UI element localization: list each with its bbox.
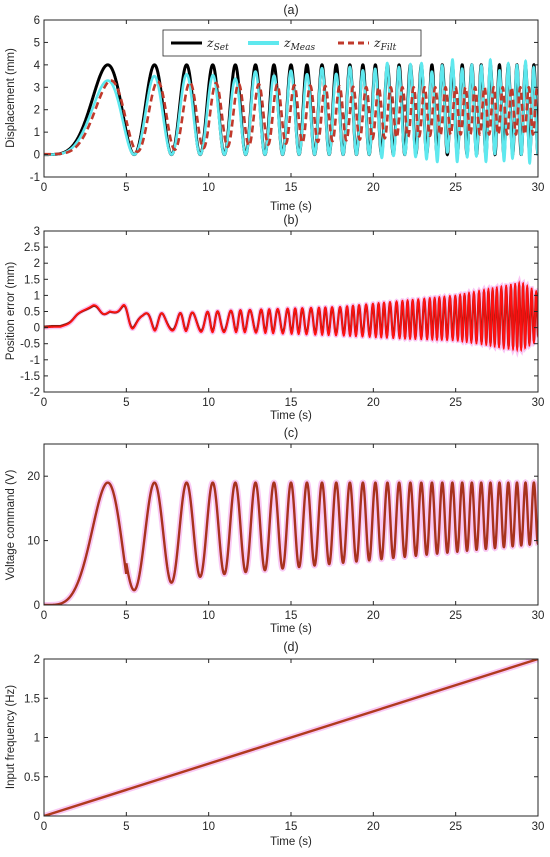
x-tick-label: 10 xyxy=(202,182,215,194)
panel-b: (b) 0 5 10 15 20 25 30 -2 -1.5 -1 -0.5 0 0.5 1 1.5 2 2.5… xyxy=(5,213,544,422)
panel-c-ticks: 0 5 10 15 20 25 30 0 10 20 xyxy=(27,444,544,622)
panel-c-plot xyxy=(44,478,538,605)
y-tick-label: 10 xyxy=(27,536,40,548)
panel-d-title: (d) xyxy=(283,640,298,654)
panel-c-ylabel: Voltage command (V) xyxy=(5,470,17,581)
y-tick-label: 0 xyxy=(34,811,40,823)
x-tick-label: 5 xyxy=(123,821,129,833)
x-tick-label: 25 xyxy=(449,821,462,833)
y-tick-label: 1 xyxy=(34,127,40,139)
x-tick-label: 5 xyxy=(123,610,129,622)
panel-a-xlabel: Time (s) xyxy=(270,201,312,213)
y-tick-label: -1.5 xyxy=(20,371,40,383)
y-tick-label: 0 xyxy=(34,150,40,162)
y-tick-label: 2.5 xyxy=(24,242,40,254)
x-tick-label: 10 xyxy=(202,821,215,833)
panel-d: (d) 0 5 10 15 20 25 30 0 0.5 1 1.5 2 Time (s) Input… xyxy=(5,640,544,848)
y-tick-label: 3 xyxy=(34,226,40,238)
x-tick-label: 30 xyxy=(532,397,545,409)
legend-label-filt: zFilt xyxy=(373,35,397,53)
panel-d-ticks: 0 5 10 15 20 25 30 0 0.5 1 1.5 2 xyxy=(24,654,544,833)
x-tick-label: 15 xyxy=(285,397,298,409)
panel-a-plot xyxy=(44,57,538,166)
panel-c-title: (c) xyxy=(284,426,299,440)
legend-label-meas-sub: Meas xyxy=(290,43,316,53)
series-z-filt xyxy=(44,79,538,156)
x-tick-label: 0 xyxy=(41,610,47,622)
legend: zSet zMeas zFilt xyxy=(162,29,422,57)
x-tick-label: 30 xyxy=(532,610,545,622)
legend-label-filt-sub: Filt xyxy=(380,43,397,53)
legend-label-set-sub: Set xyxy=(214,43,229,53)
legend-label-set-base: z xyxy=(206,35,214,50)
legend-box xyxy=(162,29,422,57)
panel-d-xlabel: Time (s) xyxy=(270,836,312,848)
y-tick-label: 1 xyxy=(34,290,40,302)
y-tick-label: -1 xyxy=(30,355,40,367)
y-tick-label: -2 xyxy=(30,387,40,399)
y-tick-label: 0 xyxy=(34,323,40,335)
series-input-frequency xyxy=(44,659,538,816)
panel-d-ylabel: Input frequency (Hz) xyxy=(5,685,17,789)
y-tick-label: 2 xyxy=(34,258,40,270)
panel-c: (c) 0 5 10 15 20 25 30 0 10 20 Time (s) Voltage c… xyxy=(5,426,544,635)
y-tick-label: 0 xyxy=(34,600,40,612)
y-tick-label: 1 xyxy=(34,733,40,745)
x-tick-label: 20 xyxy=(367,182,380,194)
y-tick-label: 20 xyxy=(27,471,40,483)
series-position-error xyxy=(44,280,538,353)
y-tick-label: 5 xyxy=(34,37,40,49)
y-tick-label: 3 xyxy=(34,82,40,94)
x-tick-label: 30 xyxy=(532,182,545,194)
panel-a-title: (a) xyxy=(283,3,298,17)
x-tick-label: 10 xyxy=(202,397,215,409)
series-voltage-command xyxy=(44,481,538,605)
x-tick-label: 5 xyxy=(123,397,129,409)
x-tick-label: 5 xyxy=(123,182,129,194)
legend-label-meas-base: z xyxy=(283,35,291,50)
y-tick-label: 2 xyxy=(34,105,40,117)
legend-label-filt-base: z xyxy=(373,35,381,50)
y-tick-label: 1.5 xyxy=(24,274,40,286)
panel-d-plot xyxy=(44,659,538,816)
y-tick-label: 6 xyxy=(34,15,40,27)
x-tick-label: 15 xyxy=(285,182,298,194)
x-tick-label: 0 xyxy=(41,821,47,833)
panel-b-plot xyxy=(44,275,538,358)
panel-b-xlabel: Time (s) xyxy=(270,410,312,422)
panel-a-ylabel: Displacement (mm) xyxy=(5,48,17,148)
panel-b-ylabel: Position error (mm) xyxy=(5,262,17,361)
y-tick-label: 2 xyxy=(34,654,40,666)
series-z-meas xyxy=(44,57,538,166)
x-tick-label: 20 xyxy=(367,821,380,833)
x-tick-label: 30 xyxy=(532,821,545,833)
y-tick-label: 0.5 xyxy=(24,772,40,784)
x-tick-label: 15 xyxy=(285,610,298,622)
x-tick-label: 0 xyxy=(41,397,47,409)
x-tick-label: 25 xyxy=(449,182,462,194)
y-tick-label: 1.5 xyxy=(24,693,40,705)
x-tick-label: 20 xyxy=(367,610,380,622)
y-tick-label: 0.5 xyxy=(24,307,40,319)
panel-b-ticks: 0 5 10 15 20 25 30 -2 -1.5 -1 -0.5 0 0.5 1 1.5 2 2.5 3 xyxy=(20,226,544,409)
panel-b-title: (b) xyxy=(283,213,298,227)
x-tick-label: 25 xyxy=(449,610,462,622)
y-tick-label: -0.5 xyxy=(20,339,40,351)
x-tick-label: 10 xyxy=(202,610,215,622)
legend-label-meas: zMeas xyxy=(283,35,316,53)
y-tick-label: 4 xyxy=(34,60,41,72)
x-tick-label: 20 xyxy=(367,397,380,409)
x-tick-label: 15 xyxy=(285,821,298,833)
legend-label-set: zSet xyxy=(206,35,229,53)
panel-c-xlabel: Time (s) xyxy=(270,623,312,635)
x-tick-label: 0 xyxy=(41,182,47,194)
y-tick-label: -1 xyxy=(30,172,40,184)
x-tick-label: 25 xyxy=(449,397,462,409)
